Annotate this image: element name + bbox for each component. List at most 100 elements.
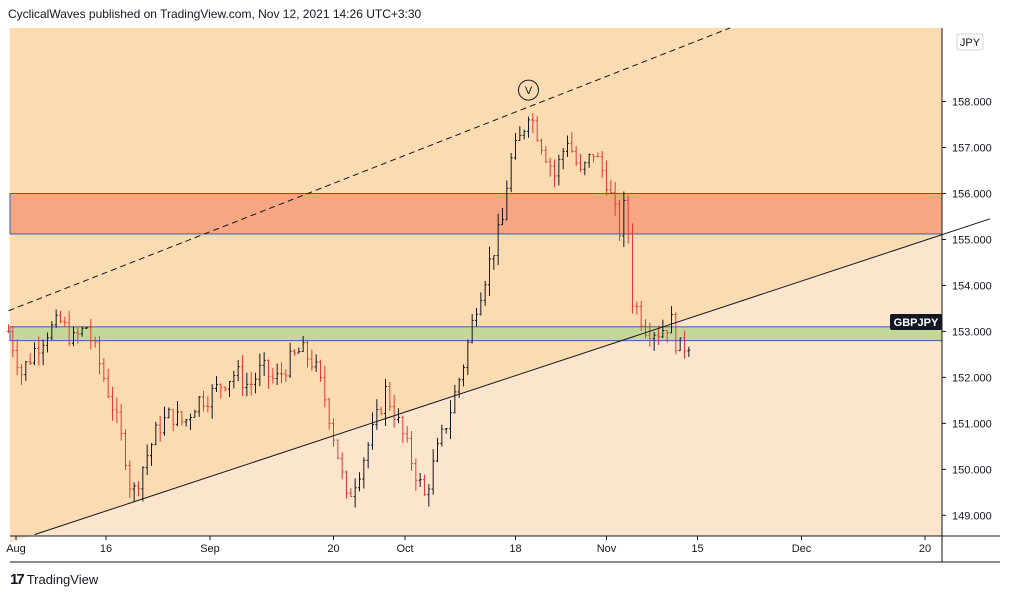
- candle: [353, 478, 357, 508]
- candle: [453, 384, 457, 414]
- time-tick-label: Aug: [6, 543, 26, 555]
- candle: [362, 457, 366, 489]
- candle: [54, 309, 58, 328]
- candle: [371, 412, 374, 450]
- candle: [106, 368, 110, 399]
- price-tick-label: 155.000: [952, 234, 992, 246]
- candle: [76, 327, 80, 344]
- time-axis[interactable]: Aug 16 Sep 20 Oct 18 Nov 15 Dec 20: [6, 536, 931, 555]
- candle: [522, 129, 526, 140]
- candle: [345, 470, 348, 499]
- tradingview-logo-icon: 17: [10, 571, 25, 588]
- candle: [132, 482, 136, 502]
- candle: [332, 418, 335, 447]
- time-tick-label: 16: [100, 543, 112, 555]
- time-tick-label: 18: [509, 543, 521, 555]
- support-zone: [9, 326, 943, 342]
- candle: [59, 310, 62, 324]
- candle: [475, 307, 478, 327]
- candle: [505, 180, 509, 221]
- ascending-trendline: [34, 218, 991, 536]
- candle: [137, 481, 140, 497]
- time-tick-label: Dec: [792, 543, 812, 555]
- candle: [605, 160, 608, 196]
- candle: [167, 407, 171, 419]
- candle: [618, 199, 621, 241]
- candle: [210, 384, 214, 419]
- candle: [531, 113, 535, 133]
- time-tick-label: 15: [691, 543, 703, 555]
- footer-brand-name: TradingView: [26, 572, 99, 587]
- candle: [466, 339, 470, 376]
- candle: [652, 332, 656, 351]
- published-by-caption: CyclicalWaves published on TradingView.c…: [8, 7, 422, 21]
- candle: [245, 372, 249, 397]
- price-tick-label: 157.000: [952, 143, 992, 155]
- candle: [366, 442, 370, 469]
- time-tick-label: 20: [327, 543, 339, 555]
- candle: [414, 458, 418, 491]
- candle: [349, 488, 353, 498]
- candle: [665, 329, 669, 343]
- candle: [449, 400, 452, 440]
- candle: [288, 342, 292, 378]
- candle: [548, 157, 552, 177]
- candle: [392, 394, 396, 428]
- candle: [375, 399, 379, 430]
- footer-branding: 17 TradingView: [10, 571, 98, 588]
- candle: [379, 406, 383, 416]
- price-tick-label: 149.000: [952, 510, 992, 522]
- price-tick-label: 156.000: [952, 189, 992, 201]
- candle: [254, 372, 257, 394]
- candle: [566, 135, 569, 157]
- candle: [180, 411, 184, 426]
- candle: [423, 474, 426, 496]
- candle: [561, 148, 565, 170]
- candle: [119, 403, 123, 441]
- candle: [20, 364, 23, 385]
- candle: [397, 408, 400, 424]
- candle: [93, 336, 97, 348]
- candle: [431, 449, 435, 495]
- candle: [687, 346, 691, 357]
- candle: [440, 424, 444, 447]
- candle: [336, 439, 340, 460]
- candle: [401, 415, 405, 443]
- price-axis[interactable]: 158.000 157.000 156.000 155.000 154.000 153.0…: [942, 97, 992, 523]
- candle: [197, 395, 201, 417]
- candle: [579, 154, 582, 172]
- candle: [215, 376, 218, 392]
- candle: [613, 182, 617, 216]
- price-tick-label: 153.000: [952, 326, 992, 338]
- candle: [518, 126, 522, 142]
- candle: [193, 409, 197, 418]
- candle: [150, 443, 153, 466]
- candle: [444, 428, 448, 434]
- candle: [358, 472, 361, 492]
- candle: [89, 319, 93, 350]
- candle: [319, 359, 322, 382]
- candle: [340, 452, 344, 480]
- candle: [492, 255, 496, 270]
- candle: [275, 363, 279, 386]
- candle: [67, 310, 71, 347]
- time-tick-label: Nov: [597, 543, 617, 555]
- candle: [678, 337, 682, 352]
- currency-label: JPY: [960, 37, 981, 49]
- candlestick-series: [7, 113, 691, 508]
- candle: [241, 355, 244, 397]
- candle: [258, 353, 262, 387]
- candle: [501, 207, 504, 226]
- candle: [596, 152, 600, 158]
- candle: [232, 370, 236, 389]
- candle: [661, 319, 665, 339]
- candle: [15, 339, 19, 376]
- candle: [46, 332, 49, 353]
- candle: [527, 116, 530, 138]
- wave-annotation-label: V: [525, 85, 533, 97]
- candle: [648, 322, 652, 347]
- candle: [410, 431, 413, 471]
- candle: [11, 325, 15, 358]
- symbol-badge: [890, 314, 942, 330]
